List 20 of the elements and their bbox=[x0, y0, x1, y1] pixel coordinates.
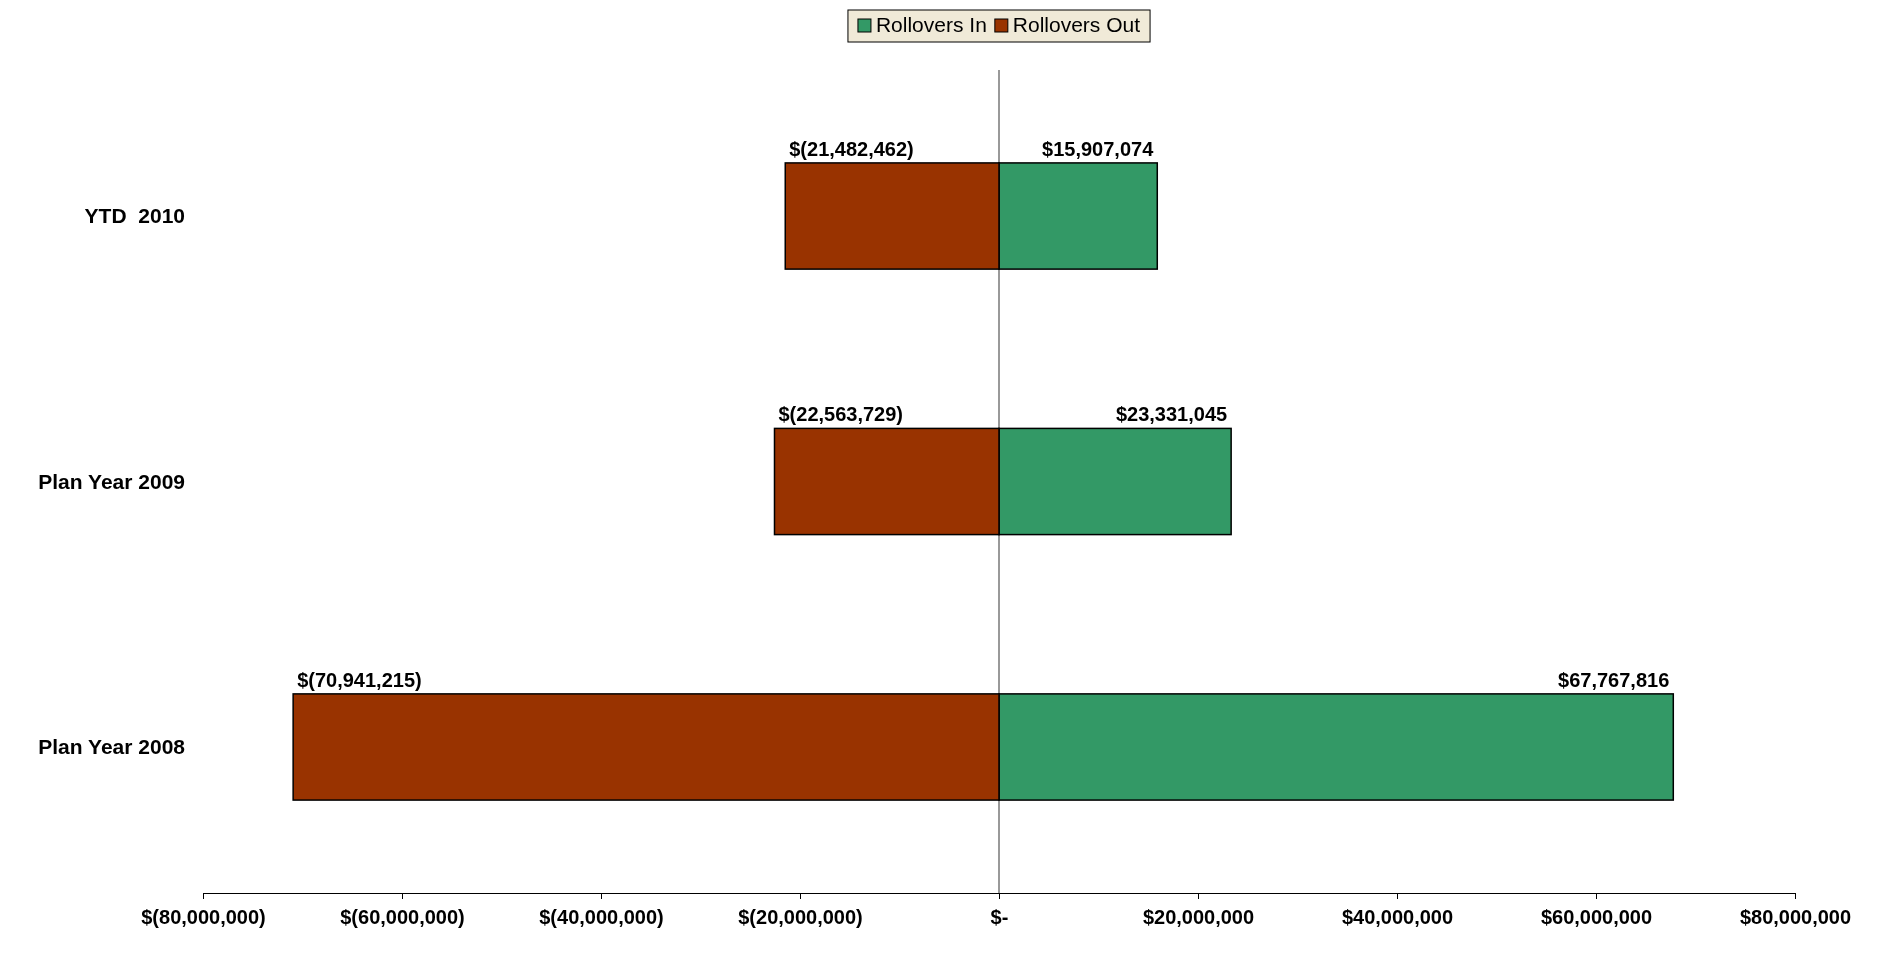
data-label: $15,907,074 bbox=[1042, 137, 1155, 160]
x-tick-label: $(80,000,000) bbox=[141, 906, 266, 928]
x-tick-label: $40,000,000 bbox=[1341, 906, 1454, 928]
x-tick-label: $20,000,000 bbox=[1142, 906, 1255, 928]
y-tick-label: YTD 2010 bbox=[84, 204, 185, 228]
x-tick-label: $60,000,000 bbox=[1540, 906, 1653, 928]
data-label: $(70,941,215) bbox=[297, 668, 422, 691]
y-tick-label: Plan Year 2008 bbox=[38, 735, 186, 759]
data-label: $(22,563,729) bbox=[778, 403, 904, 426]
y-tick-label: Plan Year 2009 bbox=[38, 469, 185, 493]
x-tick-label: $(40,000,000) bbox=[539, 906, 664, 928]
legend-label: Rollovers In bbox=[875, 13, 987, 36]
x-tick-label: $- bbox=[990, 906, 1009, 928]
x-tick-label: $80,000,000 bbox=[1739, 906, 1852, 928]
legend-label: Rollovers Out bbox=[1012, 13, 1141, 36]
data-label: $(21,482,462) bbox=[789, 137, 914, 160]
data-label: $67,767,816 bbox=[1558, 668, 1670, 691]
x-tick-label: $(60,000,000) bbox=[340, 906, 465, 928]
data-label: $23,331,045 bbox=[1115, 403, 1228, 426]
x-tick-label: $(20,000,000) bbox=[738, 906, 863, 928]
